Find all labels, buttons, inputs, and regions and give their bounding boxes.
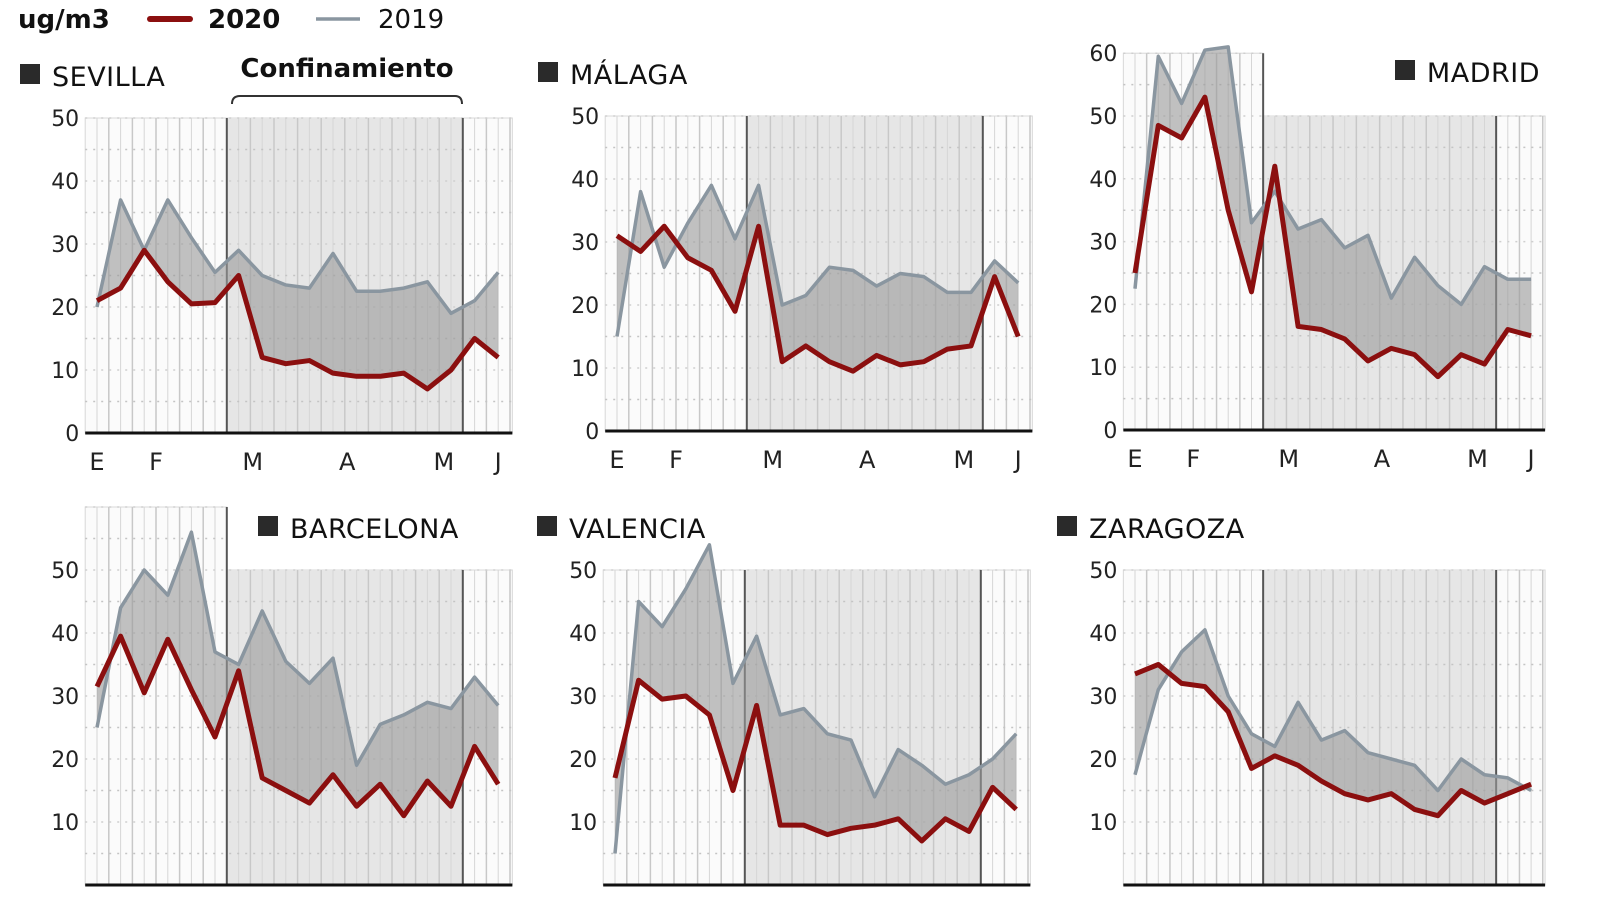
y-tick-label: 50 xyxy=(51,559,79,584)
y-tick-label: 30 xyxy=(51,685,79,710)
y-tick-label: 40 xyxy=(1089,622,1117,647)
x-month-label: F xyxy=(669,446,683,474)
panel-title: MÁLAGA xyxy=(570,59,688,91)
x-month-label: M xyxy=(1278,445,1299,473)
panel-marker-square xyxy=(1057,516,1077,536)
panel-sevilla: 0 10 20 30 40 50 E F M A M J SEVILLA xyxy=(20,62,512,476)
x-month-label: M xyxy=(954,446,975,474)
x-month-label: E xyxy=(1127,445,1142,473)
legend-unit: ug/m3 xyxy=(18,5,110,35)
panel-marker-square xyxy=(258,516,278,536)
panel-marker-square xyxy=(537,516,557,536)
y-tick-label: 40 xyxy=(51,622,79,647)
y-tick-label: 30 xyxy=(569,685,597,710)
y-tick-label: 20 xyxy=(571,294,599,319)
x-month-label: M xyxy=(1467,445,1488,473)
y-tick-label: 50 xyxy=(1089,105,1117,130)
panel-title: ZARAGOZA xyxy=(1089,514,1245,545)
panel-title: VALENCIA xyxy=(569,514,706,545)
legend-2020-label: 2020 xyxy=(208,5,280,35)
y-tick-label: 10 xyxy=(51,359,79,384)
y-tick-label: 50 xyxy=(571,105,599,130)
y-tick-label: 30 xyxy=(1089,685,1117,710)
legend: ug/m3 2020 2019 xyxy=(18,5,444,35)
y-tick-label: 40 xyxy=(569,622,597,647)
panel-marker-square xyxy=(538,62,558,82)
y-tick-label: 30 xyxy=(571,231,599,256)
x-month-label: A xyxy=(1374,445,1391,473)
y-tick-label: 50 xyxy=(51,107,79,132)
lockdown-label: Confinamiento xyxy=(240,54,453,84)
y-tick-label: 40 xyxy=(571,168,599,193)
y-tick-label: 40 xyxy=(51,170,79,195)
y-tick-label: 50 xyxy=(569,559,597,584)
panel-barcelona: 10 20 30 40 50 BARCELONA xyxy=(51,507,512,885)
y-tick-label: 30 xyxy=(51,233,79,258)
panel-madrid: 0 10 20 30 40 50 60 E F M A M J MADRID xyxy=(1089,42,1545,473)
panel-marker-square xyxy=(20,64,40,84)
x-month-label: J xyxy=(1526,445,1535,473)
x-month-label: A xyxy=(859,446,876,474)
panel-málaga: 0 10 20 30 40 50 E F M A M J MÁLAGA xyxy=(538,59,1032,474)
y-tick-label: 20 xyxy=(51,748,79,773)
y-tick-label: 20 xyxy=(51,296,79,321)
panel-title: BARCELONA xyxy=(290,514,459,545)
panel-zaragoza: 10 20 30 40 50 ZARAGOZA xyxy=(1057,514,1545,885)
x-month-label: M xyxy=(242,448,263,476)
y-tick-label: 60 xyxy=(1089,42,1117,67)
x-month-label: A xyxy=(339,448,356,476)
x-month-label: M xyxy=(434,448,455,476)
y-tick-label: 10 xyxy=(1089,811,1117,836)
y-tick-label: 50 xyxy=(1089,559,1117,584)
y-tick-label: 0 xyxy=(585,420,599,445)
x-month-label: J xyxy=(1013,446,1022,474)
x-month-label: F xyxy=(1186,445,1200,473)
y-tick-label: 20 xyxy=(569,748,597,773)
y-tick-label: 10 xyxy=(571,357,599,382)
panel-title: MADRID xyxy=(1427,58,1540,89)
x-month-label: E xyxy=(89,448,104,476)
x-month-label: F xyxy=(149,448,163,476)
y-tick-label: 40 xyxy=(1089,168,1117,193)
y-tick-label: 20 xyxy=(1089,748,1117,773)
x-month-label: E xyxy=(609,446,624,474)
legend-2019-label: 2019 xyxy=(378,5,444,35)
y-tick-label: 20 xyxy=(1089,293,1117,318)
panel-valencia: 10 20 30 40 50 VALENCIA xyxy=(537,514,1030,885)
y-tick-label: 10 xyxy=(1089,356,1117,381)
y-tick-label: 10 xyxy=(569,811,597,836)
lockdown-bracket xyxy=(232,96,462,104)
panel-marker-square xyxy=(1395,60,1415,80)
y-tick-label: 0 xyxy=(65,422,79,447)
y-tick-label: 30 xyxy=(1089,231,1117,256)
panel-title: SEVILLA xyxy=(52,62,165,93)
y-tick-label: 0 xyxy=(1103,419,1117,444)
x-month-label: M xyxy=(762,446,783,474)
lockdown-annotation: Confinamiento xyxy=(232,54,462,104)
y-tick-label: 10 xyxy=(51,811,79,836)
x-month-label: J xyxy=(493,448,502,476)
